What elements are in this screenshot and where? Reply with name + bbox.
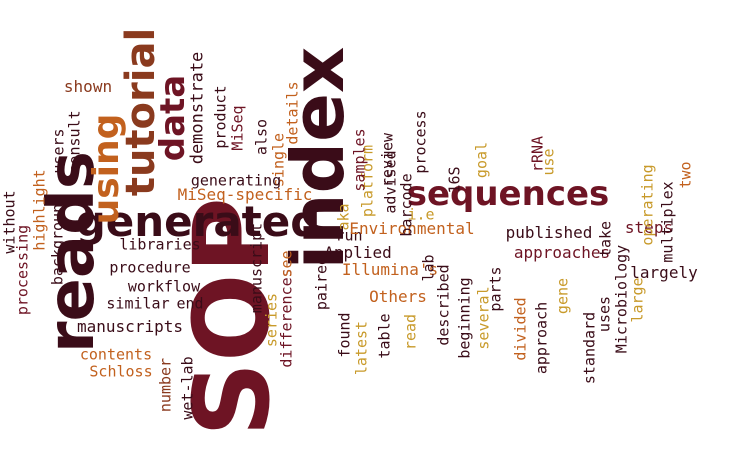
word-end: end (176, 294, 204, 313)
word-process: process (411, 110, 430, 174)
word-product: product (211, 85, 230, 149)
word-i-e: i.e (407, 205, 435, 224)
word-background: background (48, 194, 67, 286)
word-large: large (628, 277, 647, 323)
word-two: two (676, 161, 695, 189)
word-use: use (539, 148, 558, 176)
word-parts: parts (486, 266, 505, 312)
word-multiplex: multiplex (658, 181, 677, 263)
word-shown: shown (63, 77, 113, 96)
word-table: table (375, 313, 394, 359)
word-without: without (0, 190, 19, 254)
word-aka: aka (334, 203, 353, 231)
word-uses: uses (595, 295, 614, 333)
word-read: read (401, 313, 420, 351)
word-generating: generating (190, 171, 282, 190)
word-gene: gene (553, 277, 572, 315)
word-goal: goal (472, 141, 491, 179)
word-samples: samples (350, 128, 369, 192)
word-also: also (252, 118, 271, 156)
word-environmental: Environmental (349, 219, 475, 238)
word-number: number (156, 357, 175, 413)
word-differences: differences (277, 268, 296, 368)
word-similar: similar (106, 294, 170, 313)
word-described: described (434, 264, 453, 346)
word-advised: advised (381, 150, 400, 214)
word-steps: steps (624, 218, 674, 237)
word-others: Others (369, 287, 427, 306)
word-highlight: highlight (30, 169, 49, 251)
word-latest: latest (352, 320, 371, 376)
word-take: take (596, 220, 615, 258)
word-applied: Applied (324, 243, 392, 262)
word-16s: 16S (445, 166, 464, 194)
word-schloss: Schloss (89, 362, 153, 381)
word-found: found (335, 312, 354, 358)
word-paired: paired (312, 255, 331, 311)
word-microbiology: Microbiology (612, 244, 631, 354)
word-operating: operating (638, 164, 657, 246)
word-miseq: MiSeq (228, 105, 247, 151)
word-illuminas: Illumina's (341, 260, 439, 279)
word-miseq-specific: MiSeq-specific (177, 185, 313, 204)
word-procedure: procedure (109, 258, 191, 277)
word-manuscripts: manuscripts (77, 317, 183, 336)
word-divided: divided (511, 297, 530, 361)
word-run: run (335, 226, 363, 245)
word-details: details (283, 81, 302, 145)
word-see: see (277, 250, 296, 278)
word-approach: approach (532, 301, 551, 375)
word-contents: contents (79, 345, 153, 364)
word-workflow: workflow (127, 277, 201, 296)
word-beginning: beginning (455, 277, 474, 359)
word-generated: generated (75, 197, 321, 246)
word-largely: largely (630, 263, 698, 282)
word-sequences: sequences (406, 174, 610, 214)
word-approaches: approaches (513, 243, 611, 262)
word-users: users (49, 128, 68, 174)
word-data: data (153, 74, 193, 162)
word-published: published (505, 223, 593, 242)
word-consult: consult (65, 110, 84, 174)
word-wet-lab: wet-lab (178, 356, 197, 420)
word-libraries: libraries (119, 235, 201, 254)
word-using: using (86, 113, 127, 225)
word-demonstrate: demonstrate (187, 51, 208, 165)
